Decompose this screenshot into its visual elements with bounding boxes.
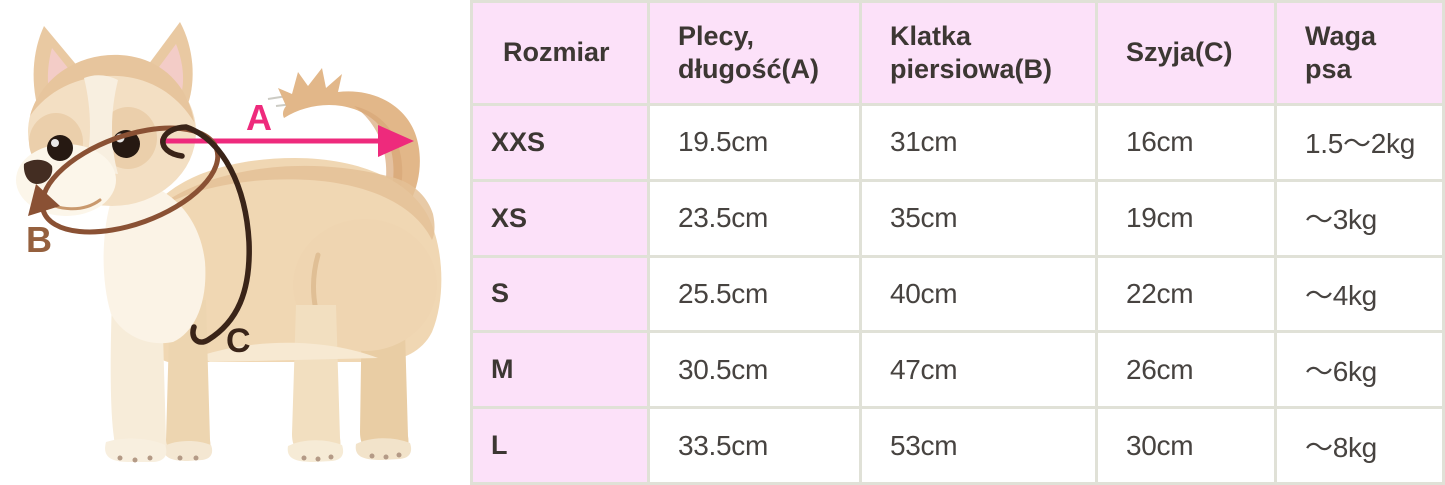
row-s-chest: 40cm xyxy=(862,257,1095,331)
measurement-curve-c: C xyxy=(160,124,252,360)
row-m-neck: 26cm xyxy=(1098,333,1274,407)
dog-back-shading xyxy=(152,165,435,240)
column-header-szyja: Szyja(C) xyxy=(1098,3,1274,103)
row-m-weight: ～6kg xyxy=(1277,333,1442,407)
dog-belly xyxy=(200,342,378,362)
row-m-chest: 47cm xyxy=(862,333,1095,407)
label-a: A xyxy=(246,97,272,138)
column-header-rozmiar: Rozmiar xyxy=(473,3,647,103)
row-l-size: L xyxy=(473,409,647,482)
row-xs-chest: 35cm xyxy=(862,181,1095,255)
arrowhead-a-icon xyxy=(378,125,414,157)
row-s-weight: ～4kg xyxy=(1277,257,1442,331)
size-table: Rozmiar Plecy, długość(A) Klatka piersio… xyxy=(470,0,1445,485)
chihuahua-illustration: A B C xyxy=(16,22,442,463)
row-s-size: S xyxy=(473,257,647,331)
dog-eye-left xyxy=(47,135,73,161)
row-xs-size: XS xyxy=(473,181,647,255)
row-l-neck: 30cm xyxy=(1098,409,1274,482)
measurement-arrow-a: A xyxy=(160,97,414,157)
row-xxs-size: XXS xyxy=(473,106,647,179)
row-m-size: M xyxy=(473,333,647,407)
row-m-back: 30.5cm xyxy=(650,333,859,407)
dog-measurement-figure: A B C xyxy=(0,0,470,485)
row-xxs-neck: 16cm xyxy=(1098,106,1274,179)
dog-rear-legs xyxy=(287,219,437,462)
column-header-waga: Waga psa xyxy=(1277,3,1442,103)
label-c: C xyxy=(226,322,251,360)
arrowhead-b-icon xyxy=(28,184,60,216)
row-l-back: 33.5cm xyxy=(650,409,859,482)
row-l-chest: 53cm xyxy=(862,409,1095,482)
row-l-weight: ～8kg xyxy=(1277,409,1442,482)
column-header-plecy: Plecy, długość(A) xyxy=(650,3,859,103)
column-header-klatka: Klatka piersiowa(B) xyxy=(862,3,1095,103)
row-xxs-weight: 1.5～2kg xyxy=(1277,106,1442,179)
row-s-back: 25.5cm xyxy=(650,257,859,331)
row-s-neck: 22cm xyxy=(1098,257,1274,331)
dog-nose xyxy=(23,159,53,184)
row-xs-weight: ～3kg xyxy=(1277,181,1442,255)
dog-chest xyxy=(103,180,206,344)
row-xxs-back: 19.5cm xyxy=(650,106,859,179)
label-b: B xyxy=(26,219,52,260)
row-xs-back: 23.5cm xyxy=(650,181,859,255)
row-xs-neck: 19cm xyxy=(1098,181,1274,255)
row-xxs-chest: 31cm xyxy=(862,106,1095,179)
